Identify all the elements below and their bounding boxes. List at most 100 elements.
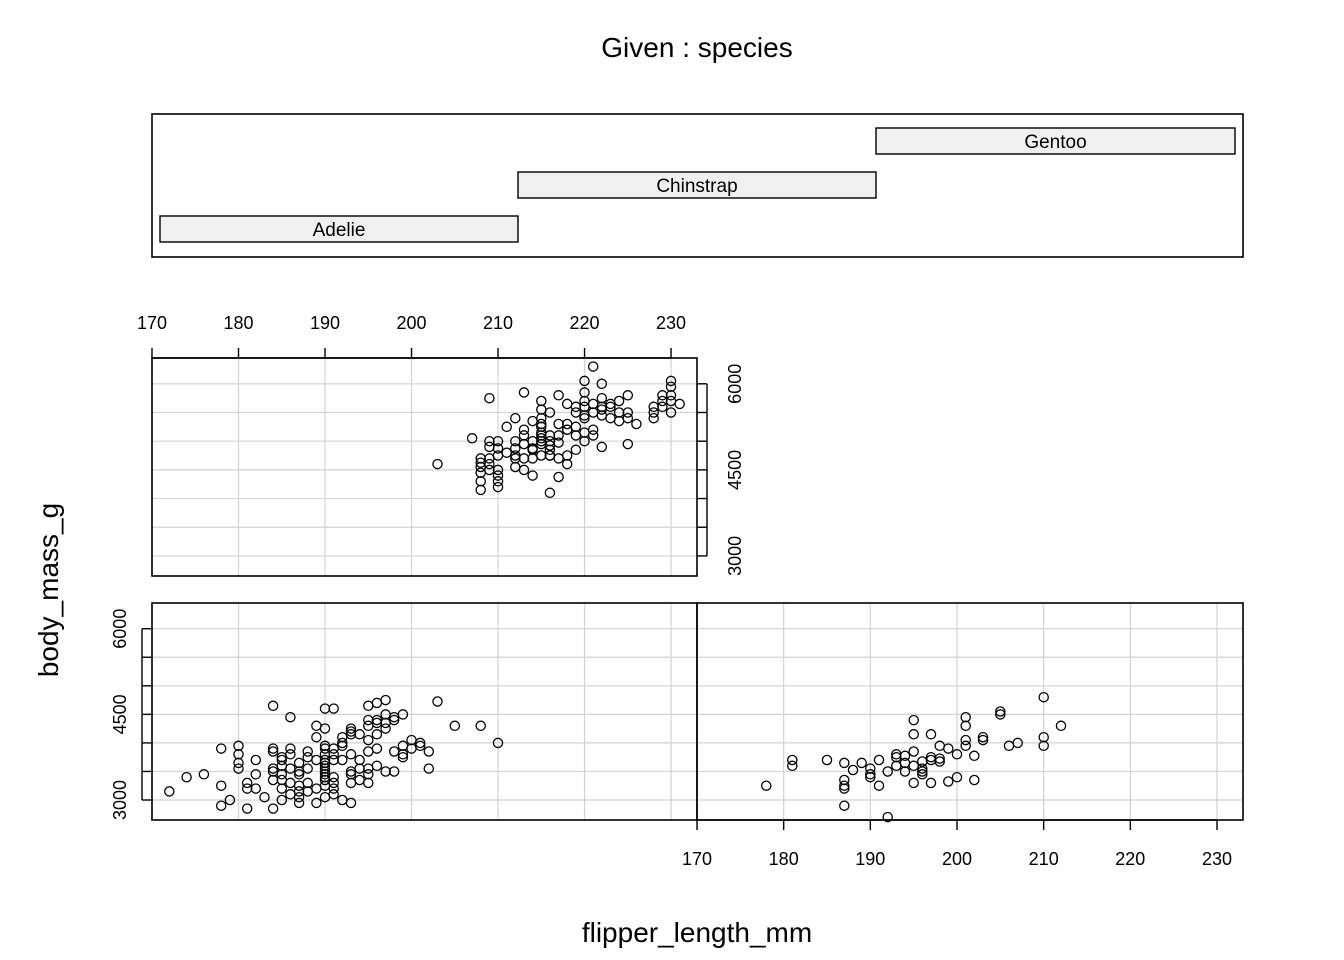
data-point-chinstrap bbox=[908, 729, 919, 740]
data-point-adelie bbox=[293, 791, 305, 803]
x-tick-label: 210 bbox=[483, 313, 513, 333]
data-point-chinstrap bbox=[882, 811, 893, 823]
panel-frame-gentoo bbox=[151, 357, 698, 577]
data-point-adelie bbox=[319, 763, 331, 774]
x-tick-label: 190 bbox=[310, 313, 340, 333]
data-point-gentoo bbox=[527, 470, 538, 481]
data-point-gentoo bbox=[657, 395, 668, 407]
data-point-gentoo bbox=[544, 487, 556, 499]
y-axis-label: body_mass_g bbox=[33, 503, 64, 677]
data-point-gentoo bbox=[657, 401, 668, 413]
data-point-chinstrap bbox=[787, 754, 798, 766]
data-point-adelie bbox=[388, 766, 400, 777]
data-point-adelie bbox=[267, 803, 279, 814]
panel-chinstrap bbox=[696, 602, 1244, 823]
data-point-gentoo bbox=[501, 421, 512, 433]
data-point-gentoo bbox=[544, 430, 556, 441]
data-point-chinstrap bbox=[1038, 740, 1049, 752]
y-tick-label: 4500 bbox=[110, 694, 130, 734]
data-point-chinstrap bbox=[882, 766, 893, 777]
data-point-chinstrap bbox=[917, 769, 928, 780]
data-point-gentoo bbox=[432, 458, 443, 470]
data-point-gentoo bbox=[484, 441, 495, 453]
data-point-chinstrap bbox=[960, 740, 971, 752]
data-point-adelie bbox=[311, 720, 322, 732]
data-point-gentoo bbox=[492, 464, 504, 476]
data-point-adelie bbox=[302, 763, 313, 774]
data-point-adelie bbox=[363, 720, 374, 732]
data-point-adelie bbox=[215, 780, 227, 791]
data-point-adelie bbox=[492, 737, 504, 749]
data-point-gentoo bbox=[544, 407, 556, 418]
chart-title: Given : species bbox=[601, 32, 792, 63]
data-point-adelie bbox=[328, 789, 339, 800]
data-point-chinstrap bbox=[865, 769, 876, 780]
data-point-gentoo bbox=[501, 447, 512, 458]
data-point-adelie bbox=[267, 743, 279, 754]
data-point-chinstrap bbox=[951, 749, 963, 760]
data-point-gentoo bbox=[518, 464, 530, 476]
data-point-gentoo bbox=[579, 375, 590, 387]
data-point-gentoo bbox=[553, 390, 564, 401]
data-point-gentoo bbox=[613, 395, 625, 407]
data-point-adelie bbox=[233, 740, 244, 752]
x-tick-label: 170 bbox=[682, 849, 712, 869]
data-point-gentoo bbox=[553, 471, 564, 483]
y-tick-label: 6000 bbox=[110, 609, 130, 649]
panel-adelie bbox=[151, 602, 698, 821]
data-point-adelie bbox=[388, 746, 400, 757]
data-point-gentoo bbox=[587, 398, 599, 410]
data-point-chinstrap bbox=[908, 746, 919, 757]
data-point-chinstrap bbox=[908, 777, 919, 789]
data-point-chinstrap bbox=[873, 754, 885, 766]
data-point-adelie bbox=[363, 700, 374, 712]
data-point-gentoo bbox=[587, 361, 599, 372]
data-point-gentoo bbox=[587, 430, 599, 441]
data-point-chinstrap bbox=[839, 800, 850, 811]
data-point-adelie bbox=[293, 769, 305, 780]
given-strip-label-gentoo: Gentoo bbox=[1024, 132, 1086, 153]
data-point-adelie bbox=[475, 720, 486, 732]
given-strip-chinstrap bbox=[517, 171, 877, 199]
data-point-adelie bbox=[285, 777, 296, 789]
data-point-adelie bbox=[414, 740, 426, 752]
y-axis-right-gentoo: 3000 4500 6000 bbox=[697, 364, 745, 576]
data-point-gentoo bbox=[570, 444, 582, 456]
data-point-adelie bbox=[423, 763, 435, 774]
data-point-gentoo bbox=[561, 398, 573, 410]
data-point-adelie bbox=[371, 743, 383, 754]
data-point-chinstrap bbox=[917, 766, 928, 777]
data-point-adelie bbox=[414, 737, 426, 749]
data-point-chinstrap bbox=[839, 757, 850, 769]
panel-frame-adelie bbox=[151, 602, 698, 821]
data-point-adelie bbox=[285, 749, 296, 760]
data-point-gentoo bbox=[674, 398, 685, 410]
data-point-chinstrap bbox=[977, 731, 989, 743]
data-point-gentoo bbox=[665, 407, 677, 418]
data-point-adelie bbox=[388, 714, 400, 726]
data-point-adelie bbox=[215, 800, 227, 811]
x-tick-label: 220 bbox=[569, 313, 599, 333]
data-point-adelie bbox=[345, 797, 357, 809]
x-tick-label: 230 bbox=[656, 313, 686, 333]
data-point-gentoo bbox=[631, 418, 642, 430]
given-panel: Adelie Chinstrap Gentoo bbox=[151, 113, 1244, 258]
data-point-chinstrap bbox=[995, 706, 1006, 717]
data-point-gentoo bbox=[587, 424, 599, 435]
data-point-gentoo bbox=[510, 443, 521, 454]
data-point-chinstrap bbox=[1038, 691, 1049, 703]
data-point-adelie bbox=[363, 746, 374, 757]
data-point-chinstrap bbox=[925, 777, 937, 789]
data-point-gentoo bbox=[665, 375, 677, 387]
data-point-gentoo bbox=[553, 437, 564, 448]
data-point-gentoo bbox=[475, 484, 486, 496]
data-point-adelie bbox=[181, 771, 192, 783]
x-axis-bottom-chinstrap: 170 180 190 200 210 220 230 bbox=[682, 819, 1232, 869]
data-point-gentoo bbox=[527, 415, 538, 427]
y-tick-label: 4500 bbox=[725, 450, 745, 490]
data-point-adelie bbox=[250, 754, 262, 766]
data-point-gentoo bbox=[579, 435, 590, 447]
data-point-adelie bbox=[432, 696, 443, 707]
data-point-adelie bbox=[302, 746, 313, 757]
